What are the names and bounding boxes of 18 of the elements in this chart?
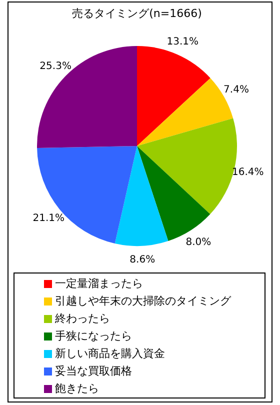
legend-label: 妥当な買取価格 [55, 364, 132, 378]
data-label: 13.1% [166, 36, 199, 48]
legend-label: 新しい商品を購入資金 [55, 347, 165, 360]
pie-slice [114, 146, 168, 246]
legend-label: 飽きたら [55, 382, 99, 396]
pie-slice [137, 46, 210, 146]
legend-label: 手狭になったら [55, 330, 132, 343]
data-label: 7.4% [224, 84, 249, 96]
data-label: 8.6% [130, 254, 156, 266]
legend-label: 引越しや年末の大掃除のタイミング [55, 294, 232, 308]
data-label: 16.4% [232, 167, 264, 178]
legend-label: 一定量溜まったら [55, 277, 143, 290]
pie-slice [37, 46, 137, 148]
data-label: 25.3% [40, 60, 72, 72]
data-label: 8.0% [186, 236, 212, 248]
data-label: 21.1% [32, 212, 65, 224]
chart-title: 売るタイミング(n=1666) [72, 7, 202, 20]
legend-label: 終わったら [54, 312, 110, 326]
